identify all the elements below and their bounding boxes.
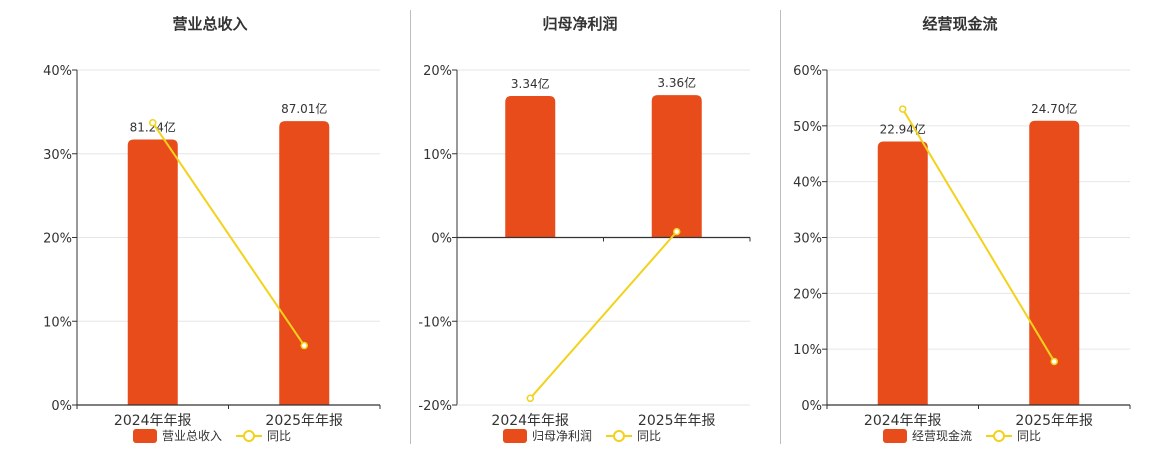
yoy-point [526, 394, 534, 403]
chart-title: 营业总收入 [172, 15, 247, 33]
y-tick-label: 10% [793, 343, 822, 358]
legend-bar-swatch [503, 429, 527, 443]
y-tick-label: -20% [418, 399, 452, 414]
bar [505, 95, 556, 238]
yoy-line [529, 230, 678, 399]
y-tick-label: 20% [793, 287, 822, 302]
legend-bar-swatch [883, 429, 907, 443]
legend-line-label: 同比 [637, 429, 661, 443]
bar [127, 139, 178, 405]
yoy-point [300, 341, 308, 350]
legend-bar-label: 归母净利润 [532, 429, 592, 443]
legend-line-marker [243, 430, 255, 442]
bar-value-label: 24.70亿 [1031, 101, 1077, 116]
x-tick-label: 2025年年报 [265, 413, 343, 429]
x-tick-label: 2024年年报 [864, 413, 942, 429]
chart-panel: 经营现金流 60% 50% 40% 30% 20% 10% 0% 22.94亿 24.70亿 202… [793, 15, 1131, 443]
bar-value-label: 87.01亿 [281, 101, 327, 116]
chart-panel: 营业总收入 40% 30% 20% 10% 0% 81.24亿 87.01亿 2024年年报 20… [43, 15, 381, 443]
y-tick-label: 60% [793, 64, 822, 79]
y-tick-label: 50% [793, 120, 822, 135]
legend-line-marker [993, 430, 1005, 442]
y-tick-label: 10% [423, 148, 452, 163]
y-tick-label: 0% [51, 399, 72, 414]
yoy-point [1050, 357, 1058, 366]
x-tick-label: 2025年年报 [638, 413, 716, 429]
legend-line-label: 同比 [267, 429, 291, 443]
bar [279, 121, 330, 406]
x-tick-label: 2024年年报 [114, 413, 192, 429]
legend-bar-label: 经营现金流 [912, 428, 972, 443]
yoy-line [901, 108, 1056, 362]
bar [1029, 120, 1080, 405]
bar [877, 141, 928, 405]
yoy-point [149, 119, 157, 127]
y-tick-label: 0% [801, 399, 822, 414]
legend-bar-swatch [133, 429, 157, 443]
bar [651, 95, 702, 238]
y-tick-label: 40% [793, 176, 822, 191]
yoy-point [899, 105, 907, 113]
legend-bar-label: 营业总收入 [162, 429, 222, 443]
y-tick-label: 0% [431, 232, 452, 247]
chart-title: 归母净利润 [542, 15, 617, 33]
y-tick-label: 40% [43, 64, 72, 79]
bar-value-label: 3.34亿 [511, 76, 550, 91]
y-tick-label: 10% [43, 315, 72, 330]
y-tick-label: 20% [423, 64, 452, 79]
legend-line-marker [613, 430, 625, 442]
x-tick-label: 2025年年报 [1015, 413, 1093, 429]
panel-divider [780, 10, 781, 444]
bar-value-label: 22.94亿 [880, 121, 926, 136]
yoy-point [673, 227, 681, 236]
legend-line-label: 同比 [1017, 429, 1041, 443]
y-tick-label: 30% [43, 148, 72, 163]
y-tick-label: 20% [43, 232, 72, 247]
bar-value-label: 81.24亿 [130, 120, 176, 135]
y-tick-label: 30% [793, 232, 822, 247]
panel-divider [410, 10, 411, 444]
chart-panel: 归母净利润 20% 10% 0% -10% -20% 3.34亿 3.36亿 2024年年报 20… [418, 15, 751, 443]
bar-value-label: 3.36亿 [657, 75, 696, 90]
x-tick-label: 2024年年报 [491, 413, 569, 429]
y-tick-label: -10% [418, 315, 452, 330]
chart-title: 经营现金流 [922, 15, 997, 33]
yoy-line [151, 122, 306, 347]
